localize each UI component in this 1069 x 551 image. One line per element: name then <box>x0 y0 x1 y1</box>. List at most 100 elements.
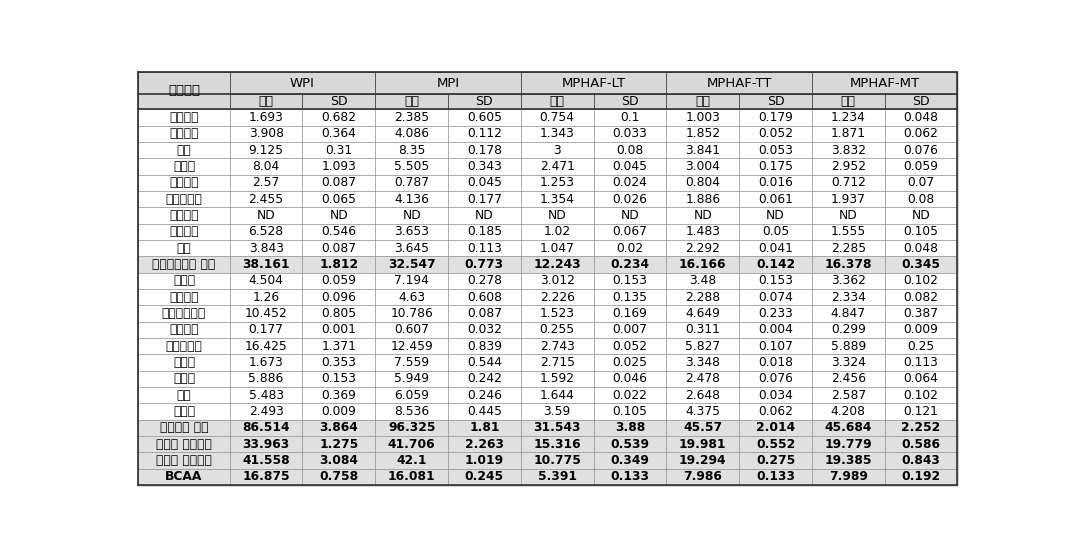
Bar <box>666 94 739 109</box>
Text: 3.348: 3.348 <box>685 356 721 369</box>
Text: 4.086: 4.086 <box>394 127 429 141</box>
Bar <box>593 240 666 256</box>
Bar <box>885 469 958 485</box>
Text: 0.142: 0.142 <box>756 258 795 271</box>
Text: 2.455: 2.455 <box>249 193 283 206</box>
Bar <box>666 191 739 207</box>
Text: 1.812: 1.812 <box>320 258 358 271</box>
Bar <box>521 420 593 436</box>
Bar <box>303 469 375 485</box>
Bar <box>739 452 811 469</box>
Bar <box>448 256 521 273</box>
Text: 0.153: 0.153 <box>613 274 648 287</box>
Text: 0.045: 0.045 <box>613 160 648 173</box>
Bar <box>448 191 521 207</box>
Text: 시스테인: 시스테인 <box>169 323 199 336</box>
Bar <box>303 191 375 207</box>
Bar <box>666 387 739 403</box>
Bar <box>303 371 375 387</box>
Text: 2.715: 2.715 <box>540 356 575 369</box>
Bar <box>448 175 521 191</box>
Text: 0.387: 0.387 <box>903 307 939 320</box>
Bar <box>739 371 811 387</box>
Bar <box>811 207 885 224</box>
Bar <box>666 207 739 224</box>
Text: 2.252: 2.252 <box>901 422 941 434</box>
Text: 2.493: 2.493 <box>249 405 283 418</box>
Text: 0.179: 0.179 <box>758 111 793 124</box>
Bar <box>448 207 521 224</box>
Bar <box>521 126 593 142</box>
Bar <box>885 452 958 469</box>
Text: 0.177: 0.177 <box>467 193 501 206</box>
Text: ND: ND <box>839 209 857 222</box>
Bar <box>739 387 811 403</box>
Text: 0.009: 0.009 <box>903 323 939 336</box>
Text: 0.133: 0.133 <box>610 471 650 483</box>
Bar <box>885 207 958 224</box>
Text: 1.019: 1.019 <box>465 454 503 467</box>
Text: 3.324: 3.324 <box>831 356 866 369</box>
Bar <box>739 436 811 452</box>
Text: 0.053: 0.053 <box>758 144 793 156</box>
Text: 0.178: 0.178 <box>467 144 502 156</box>
Bar <box>138 240 230 256</box>
Bar <box>811 224 885 240</box>
Bar <box>138 224 230 240</box>
Text: 19.981: 19.981 <box>679 437 727 451</box>
Bar <box>303 354 375 371</box>
Text: 0.076: 0.076 <box>903 144 939 156</box>
Text: 0.105: 0.105 <box>613 405 648 418</box>
Text: 7.194: 7.194 <box>394 274 429 287</box>
Bar <box>230 126 303 142</box>
Text: 0.353: 0.353 <box>322 356 356 369</box>
Text: 0.607: 0.607 <box>394 323 429 336</box>
Bar <box>230 94 303 109</box>
Text: 아미노산 총합: 아미노산 총합 <box>159 422 208 434</box>
Bar <box>811 322 885 338</box>
Text: 0.087: 0.087 <box>322 241 356 255</box>
Text: 1.234: 1.234 <box>831 111 866 124</box>
Bar <box>448 371 521 387</box>
Bar <box>521 354 593 371</box>
Text: 16.378: 16.378 <box>824 258 872 271</box>
Text: 3.864: 3.864 <box>320 422 358 434</box>
Bar <box>666 322 739 338</box>
Text: 7.986: 7.986 <box>683 471 723 483</box>
Bar <box>521 289 593 305</box>
Text: 1.047: 1.047 <box>540 241 575 255</box>
Text: 0.546: 0.546 <box>322 225 356 238</box>
Bar <box>811 338 885 354</box>
Text: ND: ND <box>402 209 421 222</box>
Bar <box>448 158 521 175</box>
Text: 19.779: 19.779 <box>824 437 872 451</box>
Bar <box>230 240 303 256</box>
Text: 1.483: 1.483 <box>685 225 721 238</box>
Bar <box>448 126 521 142</box>
Bar <box>666 403 739 420</box>
Bar <box>375 338 448 354</box>
Text: 아미노산: 아미노산 <box>168 84 200 98</box>
Text: 5.949: 5.949 <box>394 372 429 385</box>
Text: ND: ND <box>621 209 639 222</box>
Bar <box>811 469 885 485</box>
Bar <box>739 289 811 305</box>
Text: 2.263: 2.263 <box>465 437 503 451</box>
Text: 0.121: 0.121 <box>903 405 939 418</box>
Bar <box>739 94 811 109</box>
Text: 2.288: 2.288 <box>685 290 721 304</box>
Bar <box>739 207 811 224</box>
Bar <box>230 354 303 371</box>
Bar <box>303 338 375 354</box>
Text: 0.349: 0.349 <box>610 454 649 467</box>
Text: 0.082: 0.082 <box>903 290 939 304</box>
Bar <box>666 175 739 191</box>
Text: 42.1: 42.1 <box>397 454 427 467</box>
Bar <box>739 338 811 354</box>
Bar <box>303 305 375 322</box>
Bar <box>303 387 375 403</box>
Text: 0.1: 0.1 <box>620 111 639 124</box>
Bar <box>448 420 521 436</box>
Bar <box>521 256 593 273</box>
Bar <box>138 305 230 322</box>
